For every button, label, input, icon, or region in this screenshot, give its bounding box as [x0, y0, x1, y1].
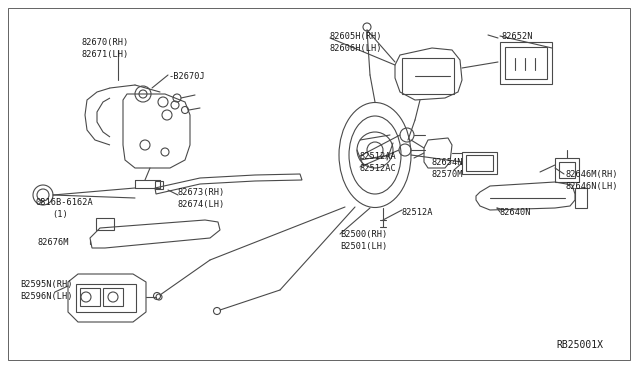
- Text: 82646M(RH): 82646M(RH): [566, 170, 618, 179]
- Text: 82652N: 82652N: [502, 32, 534, 41]
- Bar: [500, 42, 552, 84]
- Text: 82512AC: 82512AC: [360, 164, 397, 173]
- Text: 82673(RH): 82673(RH): [178, 188, 225, 197]
- Text: B2500(RH): B2500(RH): [340, 230, 387, 239]
- Text: 82512AA: 82512AA: [360, 152, 397, 161]
- Text: B2596N(LH): B2596N(LH): [20, 292, 72, 301]
- Text: S: S: [40, 198, 44, 204]
- Text: 82640N: 82640N: [500, 208, 531, 217]
- Text: B2501(LH): B2501(LH): [340, 242, 387, 251]
- Text: RB25001X: RB25001X: [556, 340, 603, 350]
- Text: 82674(LH): 82674(LH): [178, 200, 225, 209]
- Bar: [96, 218, 114, 230]
- Text: 82671(LH): 82671(LH): [82, 50, 129, 59]
- Text: 82646N(LH): 82646N(LH): [566, 182, 618, 191]
- Bar: [80, 288, 100, 306]
- Text: 82654N: 82654N: [432, 158, 463, 167]
- Text: 82570M: 82570M: [432, 170, 463, 179]
- Text: (1): (1): [52, 210, 68, 219]
- Bar: [155, 181, 163, 189]
- Bar: [466, 155, 493, 171]
- Bar: [76, 284, 136, 312]
- Bar: [462, 152, 497, 174]
- Text: B2595N(RH): B2595N(RH): [20, 280, 72, 289]
- Text: 82676M: 82676M: [38, 238, 70, 247]
- Bar: [103, 288, 123, 306]
- Text: 82606H(LH): 82606H(LH): [330, 44, 383, 53]
- Text: -B2670J: -B2670J: [168, 72, 205, 81]
- Text: 82605H(RH): 82605H(RH): [330, 32, 383, 41]
- Text: 82512A: 82512A: [402, 208, 433, 217]
- Bar: [505, 47, 547, 79]
- Bar: [555, 158, 579, 182]
- Text: 82670(RH): 82670(RH): [82, 38, 129, 47]
- Bar: [402, 58, 454, 94]
- Bar: [575, 188, 587, 208]
- Bar: [559, 162, 575, 178]
- Text: 0816B-6162A: 0816B-6162A: [35, 198, 93, 207]
